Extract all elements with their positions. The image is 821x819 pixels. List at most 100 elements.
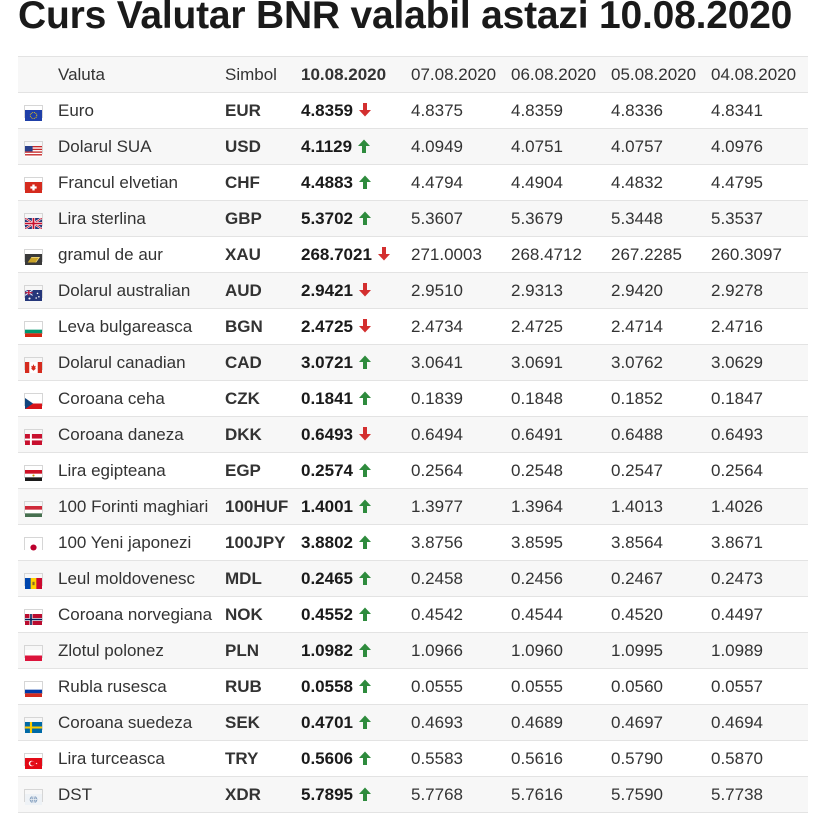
rate-date-3: 0.0560 [611, 668, 711, 705]
flag-cell [18, 164, 58, 201]
rate-date-4: 4.8341 [711, 92, 808, 129]
rate-today-value: 2.9421 [301, 280, 353, 300]
rate-today: 4.4883 [301, 164, 411, 201]
currency-symbol: DKK [225, 416, 301, 453]
rate-date-4: 0.2564 [711, 452, 808, 489]
rate-today: 268.7021 [301, 236, 411, 273]
currency-name: gramul de aur [58, 236, 225, 273]
rate-date-3: 5.3448 [611, 200, 711, 237]
rate-today: 0.0558 [301, 668, 411, 705]
flag-cell [18, 236, 58, 273]
arrow-up-icon [356, 138, 372, 154]
table-header-row: Valuta Simbol 10.08.2020 07.08.2020 06.0… [18, 56, 808, 93]
currency-symbol: GBP [225, 200, 301, 237]
currency-name: Euro [58, 92, 225, 129]
arrow-down-icon [376, 246, 392, 262]
arrow-down-icon [357, 318, 373, 334]
eu-flag-icon [24, 104, 43, 121]
table-row: Lira egipteana EGP 0.2574 0.2564 0.2548 0.254… [18, 452, 808, 489]
currency-symbol: CHF [225, 164, 301, 201]
rate-date-1: 0.2458 [411, 560, 511, 597]
rate-date-3: 2.4714 [611, 308, 711, 345]
rate-date-3: 4.8336 [611, 92, 711, 129]
currency-symbol: EGP [225, 452, 301, 489]
rate-date-3: 0.4520 [611, 596, 711, 633]
flag-cell [18, 560, 58, 597]
rate-date-2: 0.6491 [511, 416, 611, 453]
rate-today-value: 3.8802 [301, 532, 353, 552]
rate-today: 0.4552 [301, 596, 411, 633]
rate-today: 4.8359 [301, 92, 411, 129]
rate-date-2: 0.4544 [511, 596, 611, 633]
rate-date-2: 0.2456 [511, 560, 611, 597]
table-row: Dolarul SUA USD 4.1129 4.0949 4.0751 4.0757 4.… [18, 128, 808, 165]
currency-symbol: SEK [225, 704, 301, 741]
rate-today-value: 5.3702 [301, 208, 353, 228]
imf-icon [24, 788, 43, 805]
rate-date-3: 2.9420 [611, 272, 711, 309]
rate-today-value: 4.8359 [301, 100, 353, 120]
flag-cell [18, 524, 58, 561]
rate-date-2: 2.9313 [511, 272, 611, 309]
rate-date-4: 4.4795 [711, 164, 808, 201]
currency-symbol: XAU [225, 236, 301, 273]
table-row: DST XDR 5.7895 5.7768 5.7616 5.7590 5.7738 [18, 776, 808, 813]
currency-name: Leul moldovenesc [58, 560, 225, 597]
rate-date-4: 2.9278 [711, 272, 808, 309]
rate-date-2: 5.3679 [511, 200, 611, 237]
rate-today: 3.8802 [301, 524, 411, 561]
arrow-down-icon [357, 426, 373, 442]
flag-cell [18, 632, 58, 669]
rate-date-4: 0.5870 [711, 740, 808, 777]
flag-cell [18, 128, 58, 165]
rate-date-2: 1.0960 [511, 632, 611, 669]
table-row: Zlotul polonez PLN 1.0982 1.0966 1.0960 1.099… [18, 632, 808, 669]
rate-date-4: 0.2473 [711, 560, 808, 597]
ca-flag-icon [24, 356, 43, 373]
rate-today: 5.3702 [301, 200, 411, 237]
rate-today-value: 0.2574 [301, 460, 353, 480]
ru-flag-icon [24, 680, 43, 697]
currency-name: Rubla rusesca [58, 668, 225, 705]
rate-today-value: 268.7021 [301, 244, 372, 264]
gb-flag-icon [24, 212, 43, 230]
rate-date-4: 0.1847 [711, 380, 808, 417]
currency-name: Leva bulgareasca [58, 308, 225, 345]
table-row: Coroana ceha CZK 0.1841 0.1839 0.1848 0.1852 0… [18, 380, 808, 417]
rate-today: 4.1129 [301, 128, 411, 165]
rate-date-2: 4.8359 [511, 92, 611, 129]
rate-date-4: 0.6493 [711, 416, 808, 453]
arrow-up-icon [357, 606, 373, 622]
rate-date-1: 2.4734 [411, 308, 511, 345]
flag-cell [18, 416, 58, 453]
currency-name: Dolarul canadian [58, 344, 225, 381]
currency-symbol: EUR [225, 92, 301, 129]
arrow-up-icon [357, 390, 373, 406]
us-flag-icon [24, 140, 43, 157]
table-row: gramul de aur XAU 268.7021 271.0003 268.4712… [18, 236, 808, 273]
currency-name: 100 Yeni japonezi [58, 524, 225, 561]
table-row: 100 Forinti maghiari 100HUF 1.4001 1.3977 1.… [18, 488, 808, 525]
rate-date-1: 0.2564 [411, 452, 511, 489]
hu-flag-icon [24, 500, 43, 517]
rate-today-value: 4.4883 [301, 172, 353, 192]
rate-date-1: 1.0966 [411, 632, 511, 669]
rate-today-value: 5.7895 [301, 784, 353, 804]
rate-date-4: 1.0989 [711, 632, 808, 669]
rate-date-1: 4.8375 [411, 92, 511, 129]
flag-cell [18, 452, 58, 489]
rate-date-4: 4.0976 [711, 128, 808, 165]
rate-today: 1.4001 [301, 488, 411, 525]
table-row: Lira turceasca TRY 0.5606 0.5583 0.5616 0.579… [18, 740, 808, 777]
currency-name: Lira sterlina [58, 200, 225, 237]
flag-cell [18, 308, 58, 345]
currency-symbol: CZK [225, 380, 301, 417]
rate-date-3: 3.0762 [611, 344, 711, 381]
table-row: Leva bulgareasca BGN 2.4725 2.4734 2.4725 2.4… [18, 308, 808, 345]
currency-symbol: MDL [225, 560, 301, 597]
rate-today: 2.9421 [301, 272, 411, 309]
rate-date-1: 4.0949 [411, 128, 511, 165]
rate-date-3: 1.4013 [611, 488, 711, 525]
currency-symbol: USD [225, 128, 301, 165]
rate-today: 2.4725 [301, 308, 411, 345]
